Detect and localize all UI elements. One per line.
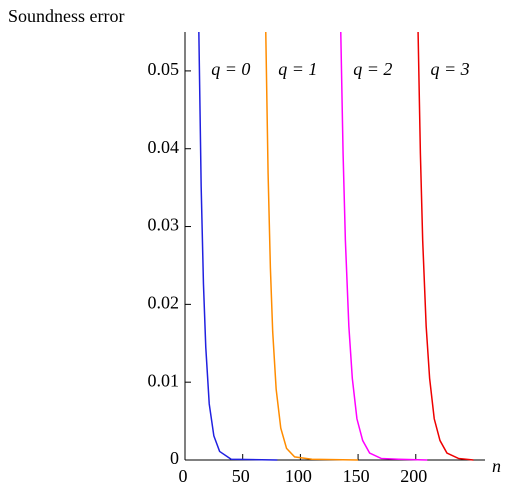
y-tick-label: 0.04 xyxy=(148,137,180,157)
x-tick-label: 0 xyxy=(179,466,188,486)
series-line xyxy=(417,31,474,461)
series-label: q = 2 xyxy=(353,59,392,79)
series-line xyxy=(198,31,278,461)
series-line xyxy=(265,31,359,461)
series-label: q = 1 xyxy=(278,59,317,79)
series-label: q = 0 xyxy=(211,59,250,79)
y-tick-label: 0.03 xyxy=(148,215,180,235)
x-tick-label: 100 xyxy=(285,466,312,486)
x-tick-label: 200 xyxy=(400,466,427,486)
y-axis-label: Soundness error xyxy=(8,6,124,26)
x-axis-label: n xyxy=(492,456,501,476)
y-tick-label: 0.05 xyxy=(148,59,180,79)
series-label: q = 3 xyxy=(430,59,469,79)
y-tick-label: 0.01 xyxy=(148,370,180,390)
x-tick-label: 150 xyxy=(343,466,370,486)
y-tick-label: 0 xyxy=(170,448,179,468)
y-tick-label: 0.02 xyxy=(148,292,180,312)
x-tick-label: 50 xyxy=(232,466,250,486)
series-line xyxy=(340,31,428,461)
